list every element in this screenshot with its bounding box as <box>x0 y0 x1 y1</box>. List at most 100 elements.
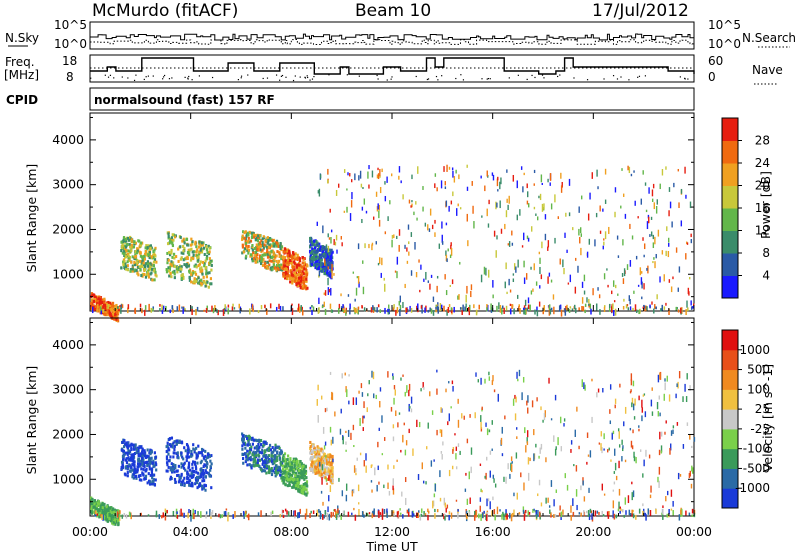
scatter-cell <box>650 231 653 237</box>
scatter-cell <box>127 450 130 454</box>
scatter-cell <box>315 240 318 244</box>
scatter-cell <box>138 459 142 463</box>
scatter-cell <box>603 433 605 440</box>
scatter-cell <box>200 451 203 455</box>
scatter-cell <box>548 304 551 310</box>
scatter-cell <box>325 248 328 252</box>
scatter-cell <box>287 274 290 278</box>
scatter-cell <box>465 472 467 476</box>
scatter-cell <box>441 221 443 229</box>
scatter-cell <box>502 511 504 517</box>
scatter-cell <box>630 389 632 393</box>
scatter-cell <box>377 465 379 471</box>
nave-point <box>127 77 129 79</box>
scatter-cell <box>167 258 170 262</box>
scatter-cell <box>175 508 178 514</box>
scatter-cell <box>523 277 526 284</box>
scatter-cell <box>408 251 410 256</box>
scatter-cell <box>188 478 191 482</box>
scatter-cell <box>142 462 146 466</box>
scatter-cell <box>416 217 418 221</box>
scatter-cell <box>329 261 333 265</box>
scatter-cell <box>379 387 382 392</box>
scatter-cell <box>349 307 351 315</box>
scatter-cell <box>503 476 505 482</box>
nave-point <box>637 76 639 78</box>
scatter-cell <box>432 500 434 509</box>
scatter-cell <box>299 472 302 476</box>
scatter-cell <box>173 269 176 273</box>
scatter-cell <box>112 310 116 314</box>
colorbar-tick-label: -1000 <box>735 481 770 495</box>
scatter-cell <box>177 464 181 468</box>
scatter-cell <box>146 252 149 256</box>
nsearch-series-line <box>90 39 695 45</box>
colorbar-swatch <box>722 448 738 469</box>
scatter-cell <box>181 455 184 459</box>
scatter-cell <box>123 452 126 456</box>
scatter-cell <box>408 241 410 245</box>
scatter-cell <box>141 260 144 264</box>
scatter-cell <box>147 514 150 517</box>
scatter-cell <box>596 392 598 398</box>
scatter-cell <box>632 380 635 387</box>
scatter-cell <box>327 287 330 295</box>
scatter-cell <box>535 514 538 519</box>
scatter-cell <box>245 244 248 248</box>
scatter-cell <box>289 280 292 284</box>
scatter-cell <box>480 415 482 422</box>
scatter-cell <box>126 444 129 448</box>
scatter-cell <box>291 251 295 255</box>
scatter-cell <box>296 253 299 257</box>
scatter-cell <box>120 304 123 310</box>
scatter-cell <box>268 471 271 475</box>
scatter-cell <box>455 446 458 451</box>
scatter-cell <box>587 510 590 517</box>
scatter-cell <box>435 309 437 313</box>
scatter-cell <box>187 446 190 450</box>
colorbar-swatch <box>722 118 738 141</box>
scatter-cell <box>391 239 393 248</box>
scatter-cell <box>196 479 199 483</box>
scatter-cell <box>146 460 149 464</box>
scatter-cell <box>109 312 112 316</box>
colorbar-swatch <box>722 330 738 351</box>
scatter-cell <box>315 455 318 459</box>
scatter-cell <box>508 278 510 286</box>
scatter-cell <box>507 243 509 246</box>
scatter-cell <box>295 263 299 267</box>
scatter-cell <box>310 258 313 262</box>
scatter-cell <box>457 203 459 207</box>
scatter-cell <box>332 458 334 463</box>
scatter-cell <box>180 451 183 455</box>
scatter-cell <box>679 307 682 314</box>
scatter-cell <box>617 293 619 296</box>
scatter-cell <box>276 250 279 254</box>
scatter-cell <box>337 505 339 512</box>
scatter-cell <box>286 252 289 256</box>
scatter-cell <box>118 514 121 518</box>
scatter-cell <box>273 454 276 458</box>
scatter-cell <box>296 268 299 272</box>
range-tick-label: 4000 <box>52 337 84 352</box>
scatter-cell <box>457 419 460 428</box>
scatter-cell <box>370 480 373 483</box>
scatter-cell <box>291 473 294 477</box>
nave-point <box>586 79 589 81</box>
scatter-cell <box>304 465 308 469</box>
scatter-cell <box>203 455 206 459</box>
scatter-cell <box>503 513 505 521</box>
colorbar-tick-label: 20 <box>755 179 770 193</box>
scatter-cell <box>527 510 530 517</box>
scatter-cell <box>392 436 395 442</box>
scatter-cell <box>246 514 249 518</box>
scatter-cell <box>381 453 384 456</box>
scatter-cell <box>324 457 328 461</box>
scatter-cell <box>195 456 198 460</box>
scatter-cell <box>600 443 602 451</box>
scatter-cell <box>451 465 454 470</box>
scatter-cell <box>410 232 413 237</box>
scatter-cell <box>357 243 360 250</box>
scatter-cell <box>603 238 605 241</box>
